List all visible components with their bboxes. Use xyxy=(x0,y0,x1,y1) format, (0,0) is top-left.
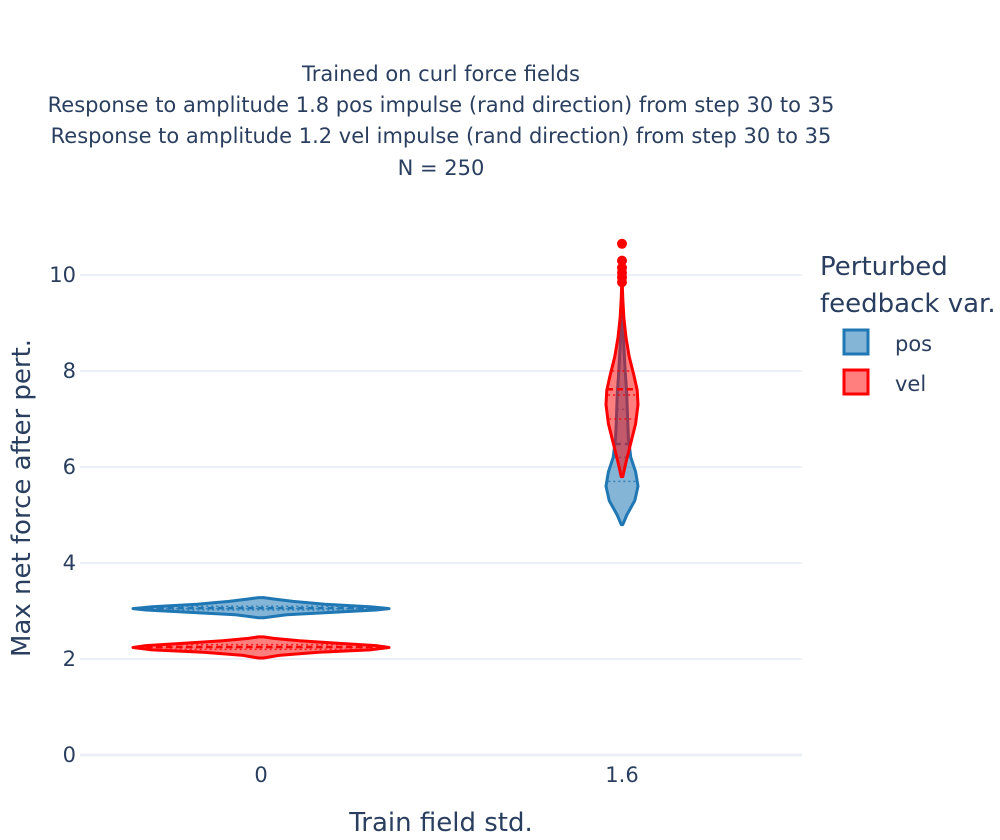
chart-title: Trained on curl force fields Response to… xyxy=(48,62,835,180)
title-line-2: Response to amplitude 1.8 pos impulse (r… xyxy=(48,93,835,117)
title-line-4: N = 250 xyxy=(398,156,485,180)
y-tick-label: 10 xyxy=(49,263,76,287)
title-line-1: Trained on curl force fields xyxy=(301,62,580,86)
y-axis-title: Max net force after pert. xyxy=(7,339,37,657)
y-tick-label: 6 xyxy=(63,455,76,479)
legend-title-line-1: Perturbed xyxy=(820,252,948,282)
violin-layer xyxy=(131,238,640,660)
legend-swatch-vel xyxy=(842,368,870,396)
legend-label-pos: pos xyxy=(895,332,932,356)
outlier-point-vel xyxy=(617,262,627,273)
x-tick-labels: 0 1.6 xyxy=(254,763,638,787)
legend-label-vel: vel xyxy=(895,372,926,396)
y-tick-label: 0 xyxy=(63,743,76,767)
x-tick-label: 0 xyxy=(254,763,267,787)
legend: Perturbed feedback var. pos vel xyxy=(820,252,996,396)
title-line-3: Response to amplitude 1.2 vel impulse (r… xyxy=(51,124,832,148)
y-tick-labels: 0 2 4 6 8 10 xyxy=(49,263,76,767)
legend-item-pos[interactable]: pos xyxy=(842,328,932,356)
y-tick-label: 2 xyxy=(63,647,76,671)
x-tick-label: 1.6 xyxy=(605,763,638,787)
legend-swatch-pos xyxy=(842,328,870,356)
legend-title-line-2: feedback var. xyxy=(820,289,996,319)
outlier-point-vel xyxy=(617,238,627,249)
legend-item-vel[interactable]: vel xyxy=(842,368,926,396)
y-gridlines xyxy=(80,274,802,757)
y-tick-label: 4 xyxy=(63,551,76,575)
violin-vel-1.6 xyxy=(604,283,640,479)
y-tick-label: 8 xyxy=(63,359,76,383)
x-axis-title: Train field std. xyxy=(348,808,533,838)
outlier-point-vel xyxy=(617,255,627,266)
